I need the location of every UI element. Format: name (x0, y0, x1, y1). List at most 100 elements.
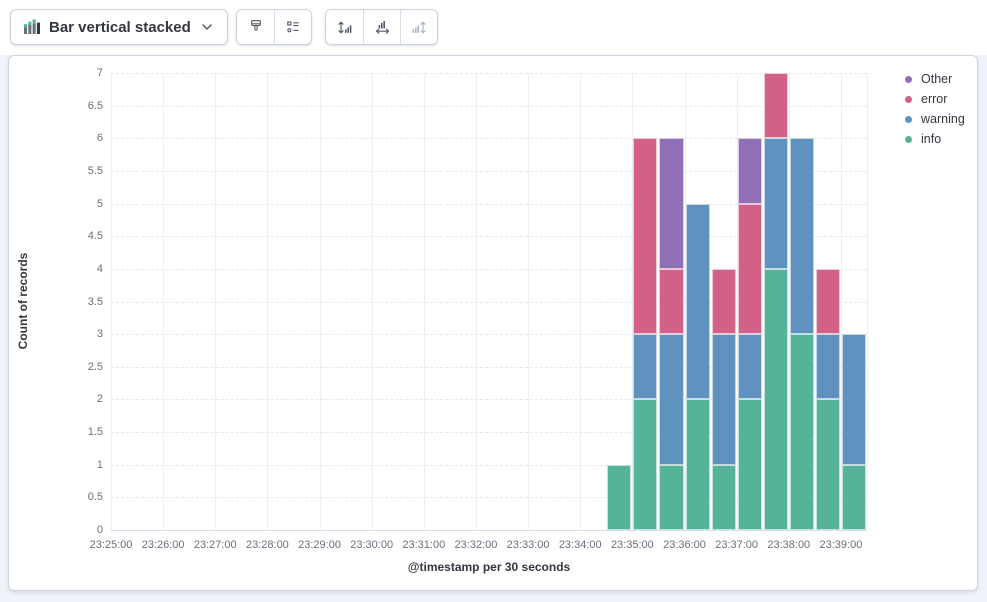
legend-item-error[interactable]: error (905, 93, 965, 106)
bar-segment-error[interactable] (737, 203, 762, 335)
horizontal-gridline (111, 399, 867, 401)
visual-options-button[interactable] (237, 10, 274, 44)
bar-segment-other[interactable] (737, 138, 762, 204)
bar-segment-error[interactable] (711, 268, 736, 335)
bar-vertical-stacked-icon (23, 18, 41, 36)
horizontal-gridline (111, 105, 867, 107)
bar-segment-error[interactable] (763, 73, 788, 139)
horizontal-gridline (111, 301, 867, 303)
x-tick-label: 23:27:00 (193, 539, 237, 551)
chevron-down-icon (199, 19, 215, 35)
bar-segment-warning[interactable] (685, 203, 710, 400)
bar-segment-info[interactable] (815, 399, 840, 530)
bar-segment-warning[interactable] (763, 138, 788, 269)
x-tick-label: 23:26:00 (141, 539, 185, 551)
legend-label: warning (921, 112, 965, 126)
bar-segment-info[interactable] (633, 399, 658, 530)
bar-segment-info[interactable] (737, 399, 762, 530)
y-tick-label: 5.5 (87, 164, 103, 177)
y-tick-label: 0.5 (87, 491, 103, 504)
y-tick-label: 7 (96, 67, 103, 79)
y-tick-label: 0 (96, 524, 103, 536)
chart-type-switcher[interactable]: Bar vertical stacked (10, 9, 228, 45)
right-axis-icon (411, 19, 428, 36)
horizontal-gridline (111, 73, 867, 74)
bar-segment-error[interactable] (633, 138, 658, 335)
axes-button-group (325, 9, 438, 45)
legend-item-warning[interactable]: warning (905, 113, 965, 126)
bar-segment-info[interactable] (607, 464, 632, 530)
bar-segment-error[interactable] (659, 268, 684, 335)
bar-segment-warning[interactable] (633, 334, 658, 400)
y-tick-label: 3 (96, 328, 103, 341)
bar-segment-info[interactable] (841, 464, 866, 530)
x-axis-title: @timestamp per 30 seconds (407, 560, 571, 574)
horizontal-gridline (111, 366, 867, 368)
x-tick-label: 23:25:00 (89, 539, 133, 551)
right-axis-button[interactable] (400, 10, 437, 44)
toolbar: Bar vertical stacked (0, 0, 987, 55)
legend-color-dot (905, 136, 912, 143)
bar-segment-error[interactable] (815, 268, 840, 335)
x-tick-label: 23:32:00 (454, 539, 498, 551)
bar-segment-warning[interactable] (711, 334, 736, 465)
y-tick-label: 4 (96, 262, 103, 275)
style-button-group (236, 9, 312, 45)
x-tick-label: 23:28:00 (245, 539, 289, 551)
horizontal-gridline (111, 268, 867, 270)
legend-color-dot (905, 96, 912, 103)
horizontal-gridline (111, 334, 867, 336)
bar-segment-info[interactable] (685, 399, 710, 530)
legend-item-info[interactable]: info (905, 133, 965, 146)
horizontal-gridline (111, 203, 867, 205)
bar-segment-warning[interactable] (841, 334, 866, 465)
bar-segment-info[interactable] (659, 464, 684, 530)
horizontal-gridline (111, 497, 867, 499)
bottom-axis-button[interactable] (363, 10, 400, 44)
legend-color-dot (905, 116, 912, 123)
y-tick-label: 4.5 (87, 230, 103, 243)
left-axis-icon (336, 19, 353, 36)
chart-legend: Other error warning info (905, 73, 965, 146)
bar-segment-warning[interactable] (789, 138, 814, 335)
chart-root: Count of records 0 0.5 1 1.5 2 2.5 3 3.5 4 4.5 5 5.… (9, 56, 977, 590)
legend-label: info (921, 132, 942, 146)
x-tick-label: 23:31:00 (402, 539, 446, 551)
y-tick-label: 2.5 (87, 360, 103, 373)
legend-color-dot (905, 76, 912, 83)
x-tick-label: 23:37:00 (715, 539, 759, 551)
left-axis-button[interactable] (326, 10, 363, 44)
bar-segment-info[interactable] (763, 268, 788, 530)
bar-segment-warning[interactable] (737, 334, 762, 400)
bar-segment-info[interactable] (789, 334, 814, 530)
legend-label: Other (921, 72, 953, 86)
y-axis-title: Count of records (16, 252, 30, 350)
chart-panel: Count of records 0 0.5 1 1.5 2 2.5 3 3.5 4 4.5 5 5.… (8, 55, 978, 591)
y-tick-label: 3.5 (87, 295, 103, 308)
x-tick-label: 23:35:00 (610, 539, 654, 551)
y-tick-label: 2 (96, 393, 103, 406)
bar-segment-other[interactable] (659, 138, 684, 269)
x-tick-label: 23:29:00 (298, 539, 341, 551)
y-tick-label: 1 (96, 458, 103, 471)
horizontal-gridline (111, 464, 867, 466)
legend-settings-icon (285, 19, 301, 35)
legend-label: error (921, 92, 948, 106)
y-tick-label: 6 (96, 132, 103, 145)
horizontal-gridline (111, 432, 867, 434)
bar-segment-info[interactable] (711, 464, 736, 530)
vertical-gridline (867, 73, 868, 530)
bar-segment-warning[interactable] (659, 334, 684, 465)
legend-settings-button[interactable] (274, 10, 311, 44)
legend-item-other[interactable]: Other (905, 73, 965, 86)
x-axis-line (111, 530, 867, 531)
chart-type-label: Bar vertical stacked (49, 18, 191, 36)
x-tick-label: 23:30:00 (350, 539, 394, 551)
x-tick-label: 23:36:00 (663, 539, 706, 551)
x-tick-label: 23:34:00 (558, 539, 602, 551)
x-tick-label: 23:33:00 (506, 539, 550, 551)
horizontal-gridline (111, 170, 867, 172)
y-tick-label: 1.5 (87, 426, 103, 439)
bar-segment-warning[interactable] (815, 334, 840, 400)
